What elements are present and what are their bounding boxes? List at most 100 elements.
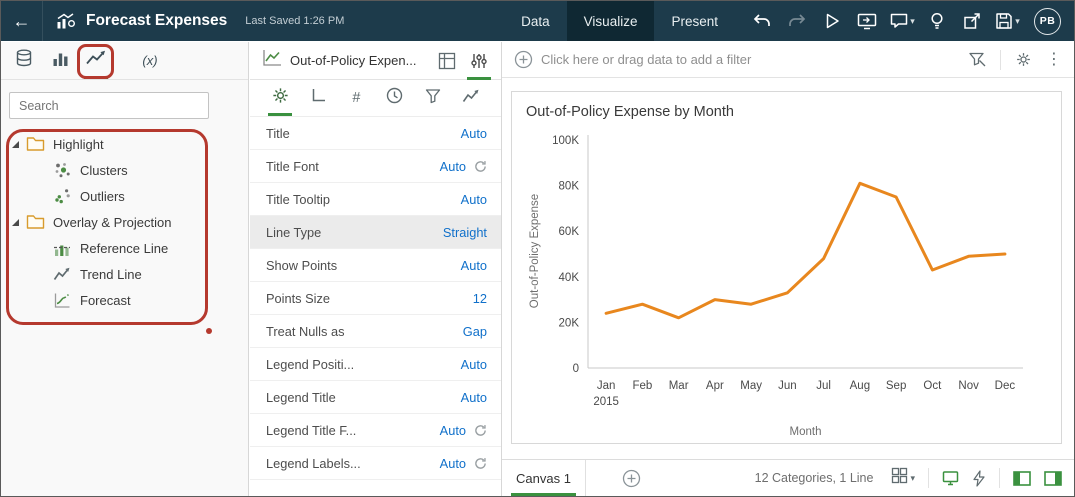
comments-button[interactable]: ▾ [889, 8, 915, 34]
tree-item-reference-line[interactable]: Reference Line [1, 235, 248, 261]
preview-play-icon[interactable] [819, 8, 845, 34]
property-label: Legend Title F... [266, 422, 357, 438]
property-row-legend-positi[interactable]: Legend Positi... Auto [250, 348, 501, 381]
workbook-title: Forecast Expenses [86, 12, 228, 29]
tree-item-trend-line[interactable]: Trend Line [1, 261, 248, 287]
insights-bulb-icon[interactable] [924, 8, 950, 34]
display-icon[interactable] [942, 470, 959, 486]
chart-body: Out-of-Policy Expense 0 20K 40K 60K 80K 100K J… [526, 126, 1055, 439]
toggle-left-panel-icon[interactable] [1013, 470, 1031, 486]
property-value[interactable]: Auto [439, 455, 466, 471]
tree-label: Highlight [53, 136, 104, 152]
toggle-right-panel-icon[interactable] [1044, 470, 1062, 486]
redo-icon[interactable] [784, 8, 810, 34]
settings-sliders-icon[interactable] [463, 42, 495, 80]
property-row-legend-title-f[interactable]: Legend Title F... Auto [250, 414, 501, 447]
clusters-icon [53, 161, 73, 179]
chart-line[interactable] [604, 181, 1007, 320]
property-row-legend-labels[interactable]: Legend Labels... Auto [250, 447, 501, 480]
date-time-tab[interactable] [381, 80, 409, 116]
y-tick-label: 40K [559, 272, 580, 284]
property-row-title-font[interactable]: Title Font Auto [250, 150, 501, 183]
auto-apply-icon[interactable] [972, 469, 986, 487]
y-tick-label: 60K [559, 226, 580, 238]
property-row-treat-nulls-as[interactable]: Treat Nulls as Gap [250, 315, 501, 348]
analytics-properties-tab[interactable] [457, 80, 485, 116]
filters-tab[interactable] [419, 80, 447, 116]
search-input[interactable] [9, 92, 209, 119]
save-button[interactable]: ▾ [994, 8, 1020, 34]
add-filter-icon[interactable] [514, 50, 533, 69]
property-value[interactable]: Straight [442, 224, 487, 240]
tree-label: Forecast [80, 292, 131, 308]
properties-list: Title Auto Title Font Auto Title Tooltip Auto… [250, 117, 501, 480]
undo-icon[interactable] [749, 8, 775, 34]
function-x-icon: (x) [142, 53, 158, 68]
property-label: Treat Nulls as [266, 323, 345, 339]
property-label: Legend Title [266, 389, 336, 405]
filter-prompt[interactable]: Click here or drag data to add a filter [541, 52, 752, 67]
tree-item-forecast[interactable]: Forecast [1, 287, 248, 313]
tree-item-clusters[interactable]: Clusters [1, 157, 248, 183]
refresh-icon[interactable] [474, 160, 487, 173]
tree-folder-highlight[interactable]: Highlight [1, 131, 248, 157]
clear-filters-icon[interactable] [968, 51, 986, 68]
calculations-tab[interactable]: (x) [135, 42, 165, 79]
property-row-show-points[interactable]: Show Points Auto [250, 249, 501, 282]
property-row-title-tooltip[interactable]: Title Tooltip Auto [250, 183, 501, 216]
property-value[interactable]: Auto [439, 422, 466, 438]
user-avatar[interactable]: PB [1034, 7, 1061, 35]
property-value[interactable]: Auto [460, 389, 487, 405]
canvas-area: Click here or drag data to add a filter … [502, 42, 1074, 496]
forecast-icon [53, 291, 73, 309]
property-value[interactable]: Auto [460, 257, 487, 273]
visualization-card[interactable]: Out-of-Policy Expense by Month Out-of-Po… [511, 91, 1062, 444]
x-tick-label: Jun [778, 380, 797, 392]
chart-title: Out-of-Policy Expense by Month [526, 104, 734, 120]
property-value[interactable]: Auto [439, 158, 466, 174]
line-chart-svg[interactable]: 0 20K 40K 60K 80K 100K Jan 2015 Feb Mar Apr May Jun J… [544, 126, 1049, 440]
property-value[interactable]: 12 [472, 290, 487, 306]
refresh-icon[interactable] [474, 424, 487, 437]
tree-item-outliers[interactable]: Outliers [1, 183, 248, 209]
property-value[interactable]: Auto [460, 356, 487, 372]
property-row-title[interactable]: Title Auto [250, 117, 501, 150]
data-elements-tab[interactable] [9, 42, 39, 79]
property-row-line-type[interactable]: Line Type Straight [250, 216, 501, 249]
filter-settings-icon[interactable] [1015, 51, 1032, 68]
analytics-tab[interactable] [81, 42, 111, 79]
topbar-tab-present[interactable]: Present [671, 13, 718, 29]
present-screen-icon[interactable] [854, 8, 880, 34]
refresh-icon[interactable] [474, 457, 487, 470]
property-value[interactable]: Auto [460, 125, 487, 141]
properties-tabs: # [250, 80, 501, 117]
x-tick-label: Nov [958, 380, 979, 392]
hash-icon: # [352, 90, 361, 106]
expand-twisty-icon[interactable] [11, 218, 24, 227]
property-row-legend-title[interactable]: Legend Title Auto [250, 381, 501, 414]
expand-twisty-icon[interactable] [11, 140, 24, 149]
export-share-icon[interactable] [959, 8, 985, 34]
visualizations-tab[interactable] [45, 42, 75, 79]
property-value[interactable]: Gap [462, 323, 487, 339]
add-canvas-icon[interactable] [622, 469, 641, 488]
general-settings-tab[interactable] [266, 80, 294, 116]
x-tick-label: Aug [850, 380, 870, 392]
grid-view-icon[interactable] [431, 42, 463, 80]
property-row-points-size[interactable]: Points Size 12 [250, 282, 501, 315]
topbar-tab-data[interactable]: Data [521, 13, 550, 29]
canvas-tab[interactable]: Canvas 1 [502, 460, 586, 496]
chevron-down-icon: ▾ [1015, 15, 1020, 26]
avatar-initials: PB [1039, 15, 1056, 27]
topbar-tabs: Data Visualize Present [504, 1, 735, 41]
properties-header: Out-of-Policy Expen... [250, 42, 501, 80]
values-tab[interactable]: # [342, 80, 370, 116]
tree-folder-overlay-projection[interactable]: Overlay & Projection [1, 209, 248, 235]
tree-label: Outliers [80, 188, 125, 204]
property-value[interactable]: Auto [460, 191, 487, 207]
filter-menu-kebab-icon[interactable]: ⋮ [1046, 50, 1062, 68]
canvas-layout-button[interactable]: ▾ [891, 467, 915, 489]
axis-tab[interactable] [304, 80, 332, 116]
topbar-tab-visualize[interactable]: Visualize [566, 1, 655, 41]
back-button[interactable]: ← [1, 1, 43, 41]
